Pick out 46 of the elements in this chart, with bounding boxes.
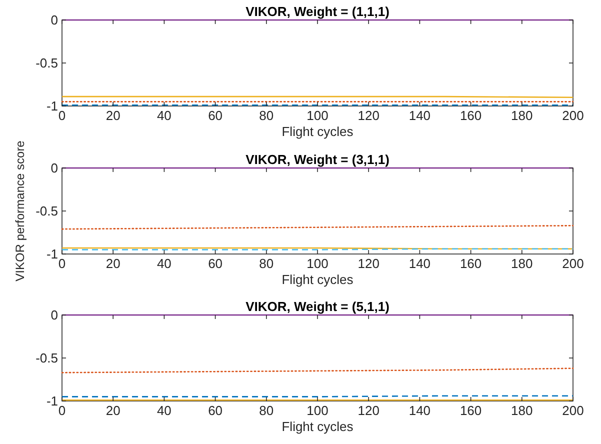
x-tick-label: 20	[106, 108, 120, 123]
y-tick-label: -1	[46, 246, 58, 262]
y-tick-label: 0	[50, 12, 58, 28]
x-tick-label: 20	[106, 403, 120, 418]
x-tick-label: 160	[460, 108, 482, 123]
x-tick-label: 40	[156, 403, 172, 418]
x-tick-label: 180	[511, 256, 533, 271]
x-tick-label: 120	[358, 403, 380, 418]
x-tick-label: 140	[408, 403, 431, 418]
x-axis-title: Flight cycles	[282, 272, 354, 287]
x-tick-label: 60	[208, 256, 223, 271]
x-tick-label: 180	[511, 403, 533, 418]
x-tick-label: 200	[562, 403, 584, 418]
chart-title: VIKOR, Weight = (1,1,1)	[246, 4, 390, 19]
x-tick-label: 120	[358, 256, 380, 271]
x-tick-label: 140	[408, 108, 431, 123]
y-tick-label: -0.5	[36, 350, 58, 366]
y-tick-label: 0	[50, 308, 58, 322]
x-tick-label: 40	[156, 256, 172, 271]
x-tick-label: 80	[259, 403, 274, 418]
x-tick-label: 120	[358, 108, 380, 123]
x-axis-title: Flight cycles	[282, 124, 354, 139]
x-tick-label: 100	[306, 256, 328, 271]
y-tick-label: -1	[46, 394, 58, 408]
x-tick-label: 80	[259, 256, 274, 271]
x-tick-label: 180	[511, 108, 533, 123]
x-axis-title: Flight cycles	[282, 419, 354, 434]
x-tick-label: 100	[306, 108, 328, 123]
x-tick-label: 140	[408, 256, 431, 271]
x-tick-label: 200	[562, 108, 584, 123]
chart-title: VIKOR, Weight = (5,1,1)	[246, 299, 390, 314]
y-axis-title: VIKOR performance score	[13, 140, 27, 282]
y-tick-label: -1	[46, 98, 58, 114]
x-tick-label: 160	[460, 256, 482, 271]
chart-title: VIKOR, Weight = (3,1,1)	[246, 152, 390, 167]
y-tick-label: -0.5	[36, 204, 58, 218]
x-tick-label: 60	[208, 403, 223, 418]
x-tick-label: 200	[562, 256, 584, 271]
x-tick-label: 20	[106, 256, 120, 271]
y-tick-label: 0	[50, 160, 58, 176]
y-tick-label: -0.5	[36, 56, 58, 70]
x-tick-label: 100	[306, 403, 328, 418]
x-tick-label: 60	[208, 108, 223, 123]
x-tick-label: 40	[156, 108, 172, 123]
x-tick-label: 80	[259, 108, 274, 123]
x-tick-label: 160	[460, 403, 482, 418]
